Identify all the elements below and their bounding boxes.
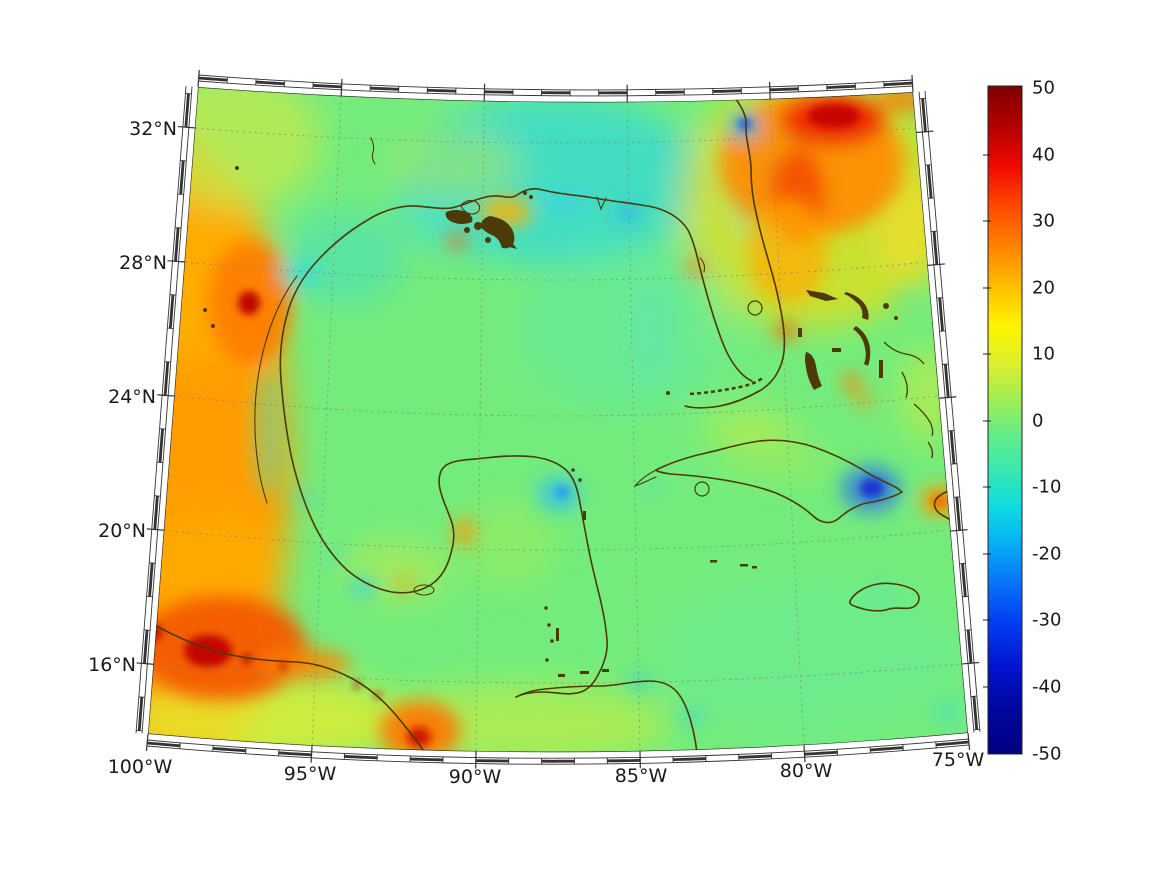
gulf-coast-mainland: [279, 188, 753, 753]
coastline-layer: [148, 87, 968, 753]
atlantic-florida-east-coast: [684, 87, 786, 409]
colorbar-label-30: 30: [1032, 211, 1055, 232]
terminos-lagoon: [413, 584, 435, 596]
tampa-bay: [699, 257, 706, 273]
cuba-coast: [655, 439, 903, 524]
lake-okeechobee: [747, 300, 763, 316]
lon-label-95w: 95°W: [284, 763, 337, 785]
lon-label-80w: 80°W: [780, 760, 833, 782]
lon-label-90w: 90°W: [449, 766, 502, 788]
cayman-1: [710, 560, 717, 563]
galveston-bay: [460, 199, 481, 215]
colorbar-label-m20: -20: [1032, 544, 1061, 565]
lat-label-24n: 24°N: [108, 386, 156, 408]
bay-island-1: [558, 674, 565, 677]
colorbar-labels: 50 40 30 20 10 0 -10 -20 -30 -40 -50: [1032, 78, 1061, 765]
cayman-3: [752, 566, 757, 569]
colorbar-ticks: [983, 154, 991, 688]
inland-lake-dot-2: [203, 308, 207, 312]
isle-of-youth: [694, 481, 710, 497]
inland-lake-dot-1: [235, 166, 239, 170]
pacific-coast-mexico: [148, 619, 429, 753]
lon-label-100w: 100°W: [108, 756, 173, 778]
lat-label-32n: 32°N: [129, 118, 177, 140]
lat-label-28n: 28°N: [119, 252, 167, 274]
colorbar-label-40: 40: [1032, 145, 1055, 166]
dry-tortugas: [666, 391, 670, 395]
field-core-blobs: [148, 104, 949, 747]
bahamas-islands: [798, 290, 898, 390]
bahamas-southeast-chains: [883, 341, 934, 459]
colorbar-label-m40: -40: [1032, 677, 1061, 698]
graticule-layer: [153, 95, 962, 753]
lon-label-75w: 75°W: [932, 749, 985, 771]
cuba-west-tip: [633, 469, 657, 488]
mobile-bay: [596, 196, 607, 211]
colorbar-label-20: 20: [1032, 278, 1055, 299]
inland-reservoir-squiggle: [370, 137, 376, 165]
florida-keys: [689, 375, 765, 396]
colorbar-label-0: 0: [1032, 411, 1043, 432]
colorbar-label-10: 10: [1032, 344, 1055, 365]
colorbar-label-m50: -50: [1032, 744, 1061, 765]
jamaica-coast: [849, 582, 920, 612]
mississippi-delta: [445, 210, 517, 249]
inland-lake-dot-3: [211, 324, 215, 328]
bay-island-2: [580, 671, 589, 674]
bay-island-3: [602, 669, 609, 672]
colorbar-label-m10: -10: [1032, 477, 1061, 498]
field-layer: [148, 87, 968, 753]
axis-labels: 32°N 28°N 24°N 20°N 16°N 100°W 95°W 90°W…: [88, 118, 984, 788]
colorbar: 50 40 30 20 10 0 -10 -20 -30 -40 -50: [983, 78, 1061, 765]
hispaniola-north-bit: [951, 482, 968, 488]
colorbar-label-50: 50: [1032, 78, 1055, 99]
cozumel: [583, 511, 586, 520]
lon-label-85w: 85°W: [615, 765, 668, 787]
small-islands: [523, 191, 757, 677]
frame-layer: [135, 70, 981, 769]
texas-barrier-islands: [254, 275, 298, 504]
colorbar-label-m30: -30: [1032, 610, 1061, 631]
turneffe: [556, 628, 559, 641]
lat-label-20n: 20°N: [98, 520, 146, 542]
cayman-2: [740, 564, 748, 567]
colorbar-gradient: [987, 85, 1023, 755]
lat-label-16n: 16°N: [88, 654, 136, 676]
